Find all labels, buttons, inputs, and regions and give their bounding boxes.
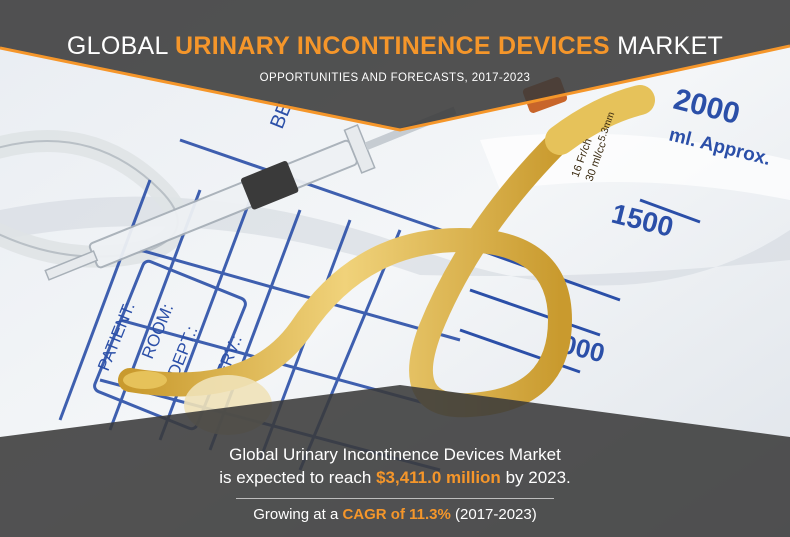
cagr-value: CAGR of 11.3% xyxy=(342,506,451,523)
statement-suffix: by 2023. xyxy=(505,468,571,487)
title-highlight: URINARY INCONTINENCE DEVICES xyxy=(175,32,610,60)
title-prefix: GLOBAL xyxy=(66,32,168,60)
header-banner xyxy=(0,0,790,132)
growth-suffix: (2017-2023) xyxy=(455,506,537,523)
market-statement: Global Urinary Incontinence Devices Mark… xyxy=(0,443,790,489)
footer-banner xyxy=(0,385,790,537)
growth-statement: Growing at a CAGR of 11.3% (2017-2023) xyxy=(0,506,790,523)
page-title: GLOBAL URINARY INCONTINENCE DEVICES MARK… xyxy=(0,32,790,61)
statement-line-2: is expected to reach $3,411.0 million by… xyxy=(0,466,790,489)
statement-prefix: is expected to reach xyxy=(219,468,372,487)
header-accent-line xyxy=(0,44,790,132)
title-suffix: MARKET xyxy=(617,32,724,60)
syringe xyxy=(44,106,457,281)
statement-line-1: Global Urinary Incontinence Devices Mark… xyxy=(229,445,561,464)
page-subtitle: OPPORTUNITIES AND FORECASTS, 2017-2023 xyxy=(259,72,531,84)
footer-divider xyxy=(236,498,554,499)
growth-prefix: Growing at a xyxy=(253,506,339,523)
market-value: $3,411.0 million xyxy=(376,468,501,487)
